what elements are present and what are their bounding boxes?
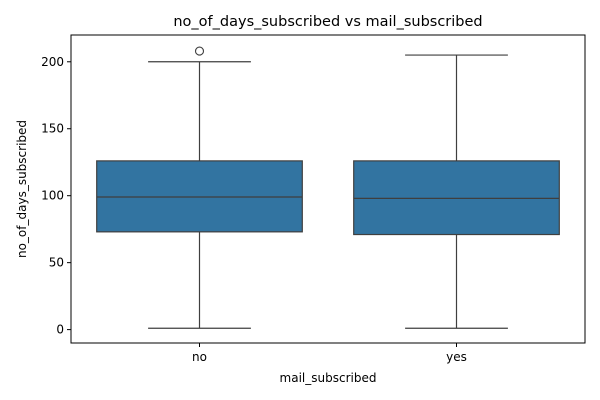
x-axis-title: mail_subscribed — [280, 371, 377, 385]
x-tick-label: no — [192, 350, 207, 364]
y-tick-label: 150 — [41, 122, 64, 136]
y-tick-label: 200 — [41, 55, 64, 69]
box-yes — [353, 160, 560, 236]
chart-title: no_of_days_subscribed vs mail_subscribed — [173, 14, 482, 30]
plot-area: 0 50 100 150 200 no yes — [41, 34, 586, 364]
x-tick-label: yes — [446, 350, 467, 364]
y-tick-label: 50 — [49, 256, 64, 270]
outlier-point-no-0 — [194, 46, 205, 56]
plot-frame — [70, 34, 586, 344]
y-tick-label: 100 — [41, 189, 64, 203]
box-no — [96, 160, 303, 233]
y-tick-label: 0 — [56, 323, 64, 337]
y-axis-title: no_of_days_subscribed — [15, 120, 29, 258]
